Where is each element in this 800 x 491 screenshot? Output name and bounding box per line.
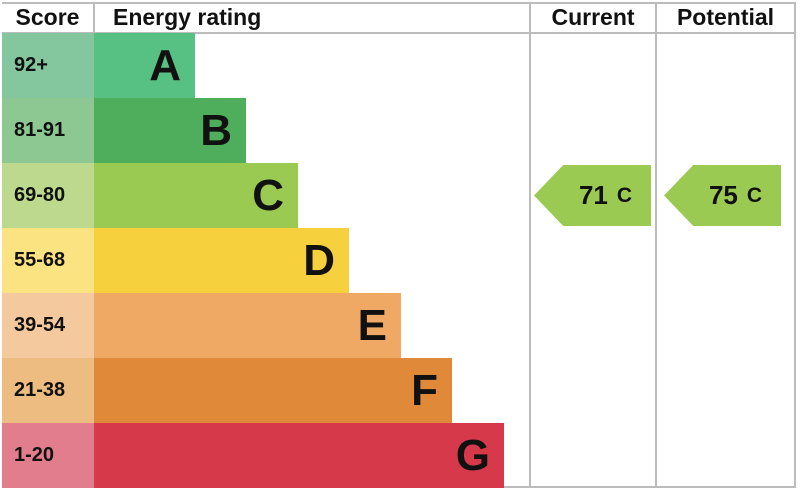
score-header-divider <box>93 2 95 33</box>
bar-d: D <box>94 228 349 293</box>
band-letter-b: B <box>200 105 232 155</box>
score-range-a: 92+ <box>2 33 94 98</box>
potential-rating-value: 75 <box>708 180 738 210</box>
score-range-d: 55-68 <box>2 228 94 293</box>
current-column-divider <box>529 2 531 488</box>
header-bottom-border <box>2 32 795 34</box>
band-letter-c: C <box>252 170 284 220</box>
band-letter-d: D <box>303 235 335 285</box>
current-rating-value: 71 <box>578 180 608 210</box>
score-range-b: 81-91 <box>2 98 94 163</box>
score-range-f: 21-38 <box>2 358 94 423</box>
bar-f: F <box>94 358 452 423</box>
score-range-g: 1-20 <box>2 423 94 488</box>
score-column-header: Score <box>15 4 80 30</box>
potential-column-header: Potential <box>676 4 775 30</box>
bar-e: E <box>94 293 401 358</box>
score-range-c: 69-80 <box>2 163 94 228</box>
band-letter-a: A <box>149 40 181 90</box>
band-letter-e: E <box>357 300 387 350</box>
potential-rating-letter: C <box>746 183 763 207</box>
table-right-border <box>794 2 796 488</box>
bar-b: B <box>94 98 246 163</box>
score-range-e: 39-54 <box>2 293 94 358</box>
current-rating-letter: C <box>616 183 633 207</box>
table-top-border <box>2 2 795 4</box>
bar-g: G <box>94 423 504 488</box>
bar-a: A <box>94 33 195 98</box>
band-letter-g: G <box>455 430 490 480</box>
potential-rating-arrow: 75 C <box>664 165 781 226</box>
band-letter-f: F <box>411 365 438 415</box>
energy-rating-column-header: Energy rating <box>113 4 262 30</box>
potential-column-divider <box>655 2 657 488</box>
current-column-header: Current <box>551 4 635 30</box>
bar-c: C <box>94 163 298 228</box>
current-rating-arrow: 71 C <box>534 165 651 226</box>
